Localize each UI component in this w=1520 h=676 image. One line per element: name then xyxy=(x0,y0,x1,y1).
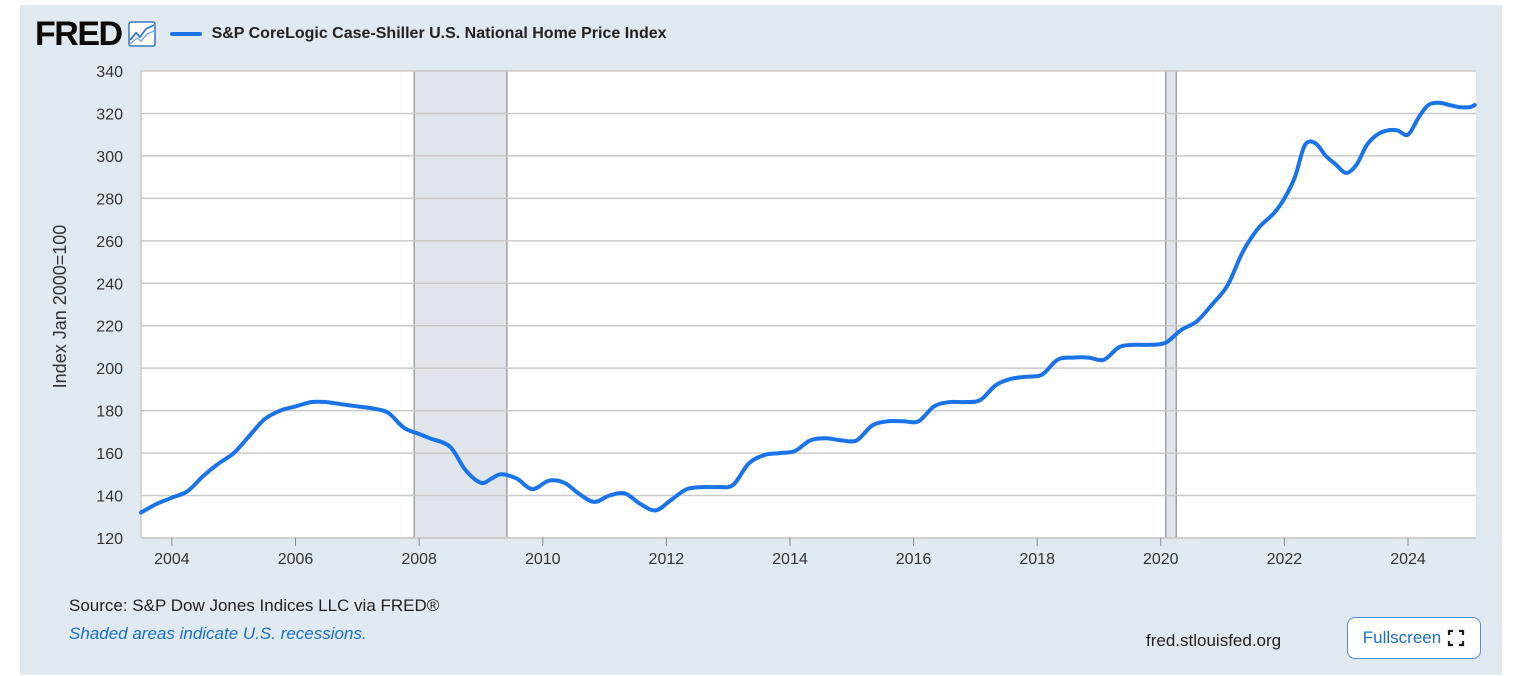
y-tick-label: 340 xyxy=(96,64,123,81)
expand-icon xyxy=(1448,629,1465,647)
chart-header: FRED S&P CoreLogic Case-Shiller U.S. Nat… xyxy=(35,16,667,52)
y-axis-label: Index Jan 2000=100 xyxy=(50,225,70,389)
legend-swatch xyxy=(169,32,202,36)
fullscreen-label: Fullscreen xyxy=(1362,628,1442,647)
line-chart: 120 140 160 180 200 220 240 260 280 300 320 340 2004… xyxy=(50,64,1477,568)
x-tick-label: 2014 xyxy=(772,551,808,568)
x-tick-label: 2012 xyxy=(649,551,685,568)
x-tick-label: 2004 xyxy=(154,551,190,568)
y-tick-label: 200 xyxy=(96,361,123,378)
x-tick-label: 2024 xyxy=(1390,551,1426,568)
plot-area xyxy=(141,71,1476,538)
x-tick-label: 2008 xyxy=(401,551,437,568)
recession-band xyxy=(1165,71,1177,538)
line-chart-icon xyxy=(127,21,156,47)
y-tick-label: 180 xyxy=(96,404,123,421)
y-tick-label: 120 xyxy=(96,531,123,548)
x-tick-label: 2018 xyxy=(1019,551,1055,568)
source-text: Source: S&P Dow Jones Indices LLC via FR… xyxy=(69,596,440,615)
fred-url: fred.stlouisfed.org xyxy=(1146,631,1282,650)
recession-band xyxy=(414,71,507,538)
x-tick-label: 2020 xyxy=(1143,551,1179,568)
y-tick-label: 160 xyxy=(96,446,123,463)
x-tick-label: 2022 xyxy=(1267,551,1303,568)
recession-note: Shaded areas indicate U.S. recessions. xyxy=(69,624,367,643)
series-line xyxy=(139,100,1477,515)
y-tick-label: 220 xyxy=(96,319,123,336)
y-tick-label: 300 xyxy=(96,149,123,166)
legend-label[interactable]: S&P CoreLogic Case-Shiller U.S. National… xyxy=(211,25,667,42)
y-tick-label: 140 xyxy=(96,489,123,506)
x-tick-label: 2006 xyxy=(278,551,314,568)
fred-logo[interactable]: FRED xyxy=(35,15,123,53)
fullscreen-button[interactable]: Fullscreen xyxy=(1347,617,1481,659)
y-tick-label: 240 xyxy=(96,276,123,293)
x-tick-label: 2016 xyxy=(896,551,932,568)
y-tick-label: 280 xyxy=(96,191,123,208)
y-tick-label: 260 xyxy=(96,234,123,251)
x-tick-label: 2010 xyxy=(525,551,561,568)
y-tick-label: 320 xyxy=(96,106,123,123)
